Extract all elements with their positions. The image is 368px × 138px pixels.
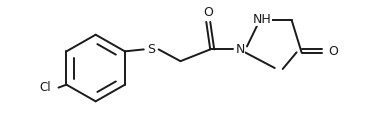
Text: S: S: [147, 43, 155, 56]
Text: NH: NH: [252, 13, 271, 26]
Text: O: O: [204, 6, 213, 19]
Text: O: O: [328, 45, 338, 58]
Text: Cl: Cl: [39, 81, 50, 94]
Text: N: N: [235, 43, 245, 56]
